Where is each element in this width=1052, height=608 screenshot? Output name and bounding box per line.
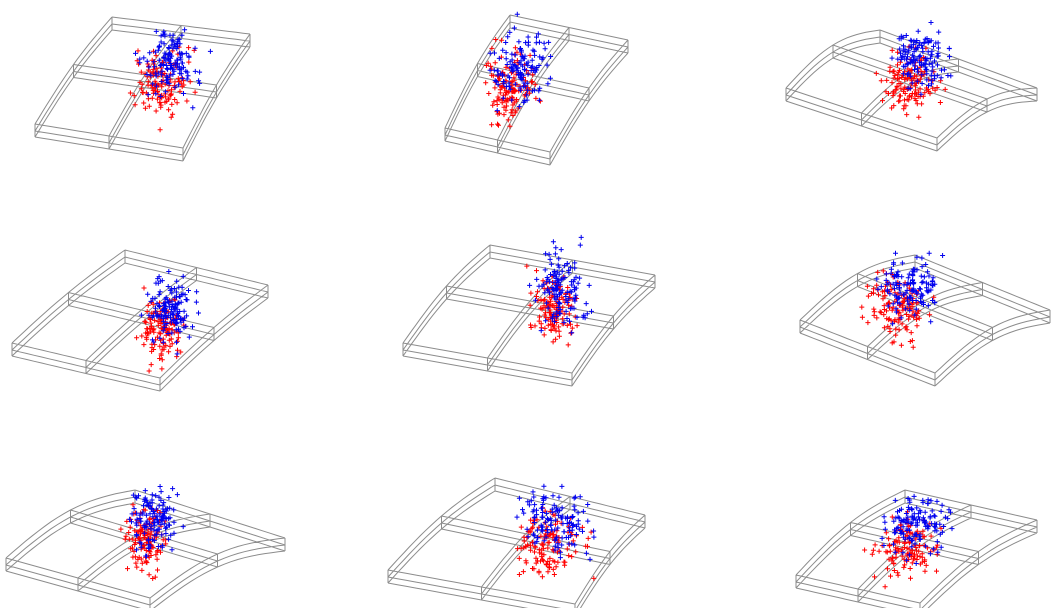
wireframe [387, 477, 646, 608]
wireframe [34, 16, 251, 162]
wireframe [402, 244, 656, 387]
wireframe [11, 249, 269, 392]
panel [795, 489, 1038, 608]
blue-points [879, 493, 955, 566]
wireframe [5, 489, 286, 608]
wireframe [799, 254, 1051, 387]
panel [387, 477, 646, 608]
panel [402, 234, 656, 387]
blue-points [874, 250, 946, 327]
blue-points [133, 27, 213, 111]
panel [11, 249, 269, 392]
panel [5, 484, 286, 608]
panel [785, 20, 1038, 152]
panel [444, 11, 629, 166]
wireframe [785, 29, 1038, 152]
blue-points [127, 484, 186, 559]
panel [799, 250, 1051, 387]
blue-points [527, 234, 594, 336]
wireframe [444, 14, 629, 166]
blue-points [138, 269, 201, 357]
panel [34, 16, 251, 162]
blue-points [487, 11, 554, 114]
blue-points [889, 20, 954, 97]
wireframe [795, 489, 1038, 608]
blue-points [514, 483, 597, 562]
red-points [515, 505, 597, 581]
